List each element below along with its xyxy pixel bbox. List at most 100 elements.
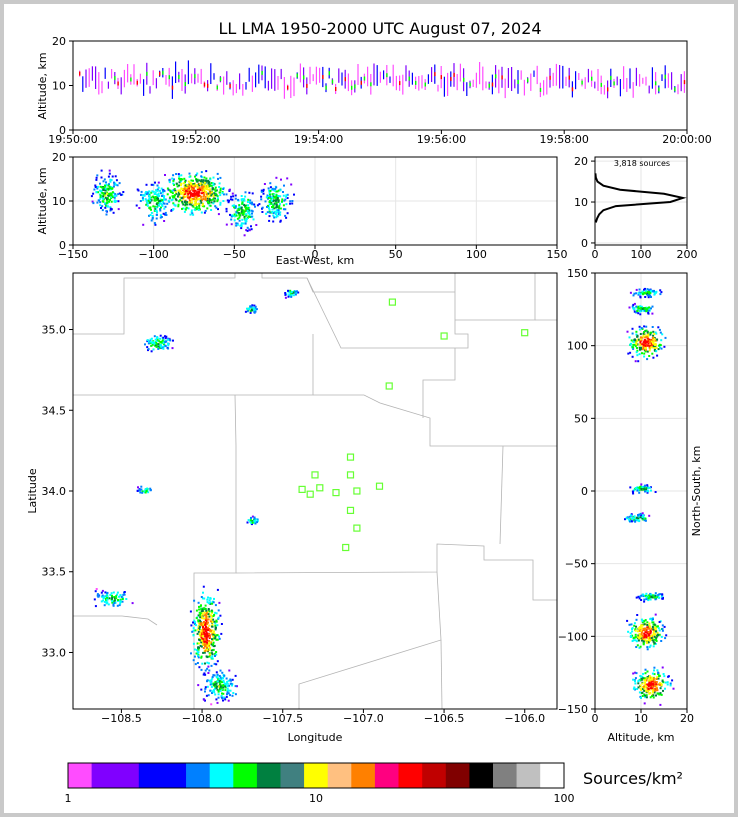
source-cluster-point	[200, 201, 203, 204]
source-cluster-point	[101, 186, 104, 189]
source-cluster-point	[225, 682, 228, 685]
source-cluster-point	[202, 181, 205, 184]
source-cluster-point	[657, 326, 660, 329]
source-cluster-point	[197, 628, 200, 631]
source-cluster-point	[644, 631, 647, 634]
source-cluster-point	[198, 633, 201, 636]
source-core	[386, 73, 388, 78]
source-cluster-point	[634, 688, 636, 691]
source-cluster-point	[193, 648, 196, 651]
source-cluster-point	[222, 193, 225, 196]
source-cluster-point	[107, 193, 110, 196]
source-cluster-point	[200, 655, 203, 658]
source-cluster-point	[213, 597, 215, 600]
source-cluster-point	[205, 614, 208, 617]
source-streak	[213, 73, 215, 80]
colorbar-cell	[115, 763, 140, 788]
source-cluster-point	[158, 204, 161, 207]
altitude-histogram-line	[594, 173, 687, 223]
source-cluster-point	[647, 639, 650, 641]
source-cluster-point	[164, 211, 167, 214]
source-cluster-point	[200, 624, 203, 627]
source-cluster-point	[165, 335, 168, 338]
source-cluster-point	[99, 185, 102, 188]
source-cluster-point	[203, 205, 206, 208]
source-cluster-point	[650, 339, 653, 342]
source-cluster-point	[641, 691, 644, 694]
source-cluster-point	[179, 196, 182, 199]
source-streak	[623, 66, 625, 90]
source-cluster-point	[206, 655, 209, 658]
source-cluster-point	[120, 193, 123, 196]
source-cluster-point	[160, 206, 162, 209]
source-cluster-point	[238, 213, 241, 216]
source-cluster-point	[273, 196, 276, 199]
source-cluster-point	[218, 637, 221, 640]
source-cluster-point	[211, 611, 213, 614]
source-cluster-point	[654, 339, 657, 342]
source-cluster-point	[171, 195, 174, 198]
source-cluster-point	[217, 693, 220, 696]
source-cluster-point	[202, 192, 205, 195]
source-cluster-point	[199, 614, 201, 617]
source-cluster-point	[174, 189, 177, 192]
source-cluster-point	[98, 199, 100, 202]
source-cluster-point	[235, 210, 238, 213]
source-core	[600, 82, 602, 87]
source-streak	[667, 73, 669, 88]
source-cluster-point	[261, 206, 264, 209]
source-streak	[367, 66, 369, 87]
source-cluster-point	[183, 193, 186, 196]
source-cluster-point	[661, 680, 664, 683]
source-cluster-point	[145, 490, 148, 492]
source-cluster-point	[636, 630, 639, 633]
source-cluster-point	[648, 682, 651, 685]
source-cluster-point	[641, 352, 643, 355]
source-cluster-point	[290, 183, 293, 186]
source-cluster-point	[95, 178, 98, 181]
source-cluster-point	[640, 678, 643, 681]
altitude-time-ylabel: Altitude, km	[36, 52, 49, 119]
source-cluster-point	[648, 636, 651, 639]
source-cluster-point	[215, 620, 218, 623]
source-core	[306, 83, 308, 88]
source-cluster-point	[216, 198, 219, 201]
source-cluster-point	[646, 288, 649, 291]
source-cluster-point	[234, 685, 237, 688]
source-cluster-point	[651, 352, 654, 355]
source-cluster-point	[100, 169, 103, 172]
source-cluster-point	[194, 195, 197, 198]
source-cluster-point	[639, 292, 642, 295]
source-cluster-point	[629, 632, 632, 635]
source-cluster-point	[651, 639, 654, 642]
source-cluster-point	[649, 632, 652, 635]
source-cluster-point	[628, 515, 631, 518]
source-cluster-point	[210, 652, 213, 655]
source-cluster-point	[100, 207, 102, 209]
source-cluster-point	[212, 689, 215, 691]
source-cluster-point	[644, 307, 647, 310]
source-cluster-point	[224, 686, 227, 689]
source-core	[325, 85, 327, 90]
source-cluster-point	[635, 292, 638, 295]
source-core	[296, 73, 298, 78]
source-cluster-point	[102, 197, 104, 200]
source-cluster-point	[154, 209, 157, 212]
source-cluster-point	[168, 338, 171, 341]
source-cluster-point	[647, 340, 650, 343]
source-cluster-point	[142, 198, 144, 201]
source-cluster-point	[240, 223, 243, 226]
source-streak	[635, 67, 637, 86]
source-cluster-point	[243, 204, 246, 207]
source-cluster-point	[644, 639, 647, 642]
source-cluster-point	[641, 639, 643, 642]
source-cluster-point	[643, 488, 646, 491]
source-cluster-point	[648, 679, 650, 682]
source-cluster-point	[113, 194, 116, 197]
county-boundaries	[73, 273, 557, 710]
source-streak	[226, 71, 228, 85]
source-cluster-point	[294, 291, 297, 294]
source-cluster-point	[214, 186, 217, 189]
source-cluster-point	[663, 625, 666, 628]
source-cluster-point	[103, 178, 106, 181]
